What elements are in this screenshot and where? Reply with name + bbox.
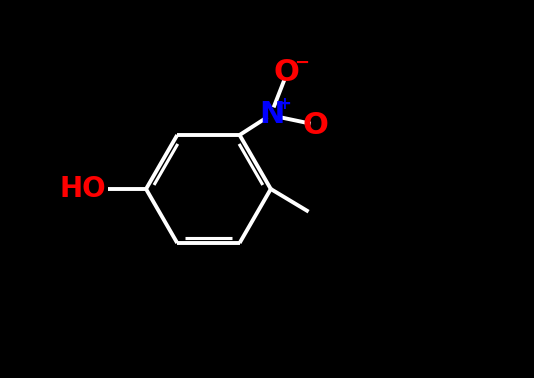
Text: O: O [302, 111, 328, 140]
Text: +: + [277, 94, 290, 113]
Text: N: N [259, 100, 285, 129]
Text: −: − [294, 54, 309, 72]
Text: O: O [274, 58, 300, 87]
Text: HO: HO [60, 175, 106, 203]
